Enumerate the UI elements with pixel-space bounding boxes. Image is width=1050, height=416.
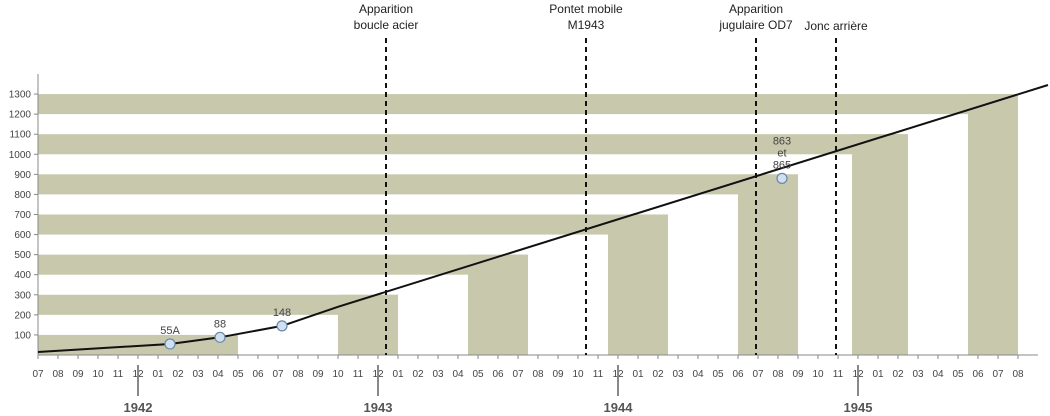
point-label: et [777, 147, 786, 159]
data-point [276, 320, 288, 332]
point-label: 865 [773, 159, 791, 171]
x-tick-label: 10 [92, 369, 104, 380]
x-tick-label: 06 [732, 369, 744, 380]
x-tick-label: 10 [572, 369, 584, 380]
x-tick-label: 06 [972, 369, 984, 380]
band-strip [38, 174, 798, 195]
y-tick-label: 1000 [9, 150, 32, 161]
y-tick-label: 800 [14, 190, 31, 201]
x-tick-label: 04 [692, 369, 704, 380]
band-strip [38, 134, 908, 155]
data-point [164, 338, 176, 350]
line-layer [37, 84, 1049, 353]
y-tick-label: 400 [14, 270, 31, 281]
band-block [338, 294, 398, 355]
x-tick-label: 04 [932, 369, 944, 380]
event-label: jugulaire OD7 [718, 18, 793, 32]
year-label: 1945 [844, 400, 873, 415]
x-tick-label: 09 [792, 369, 804, 380]
x-tick-label: 01 [632, 369, 644, 380]
y-tick-label: 700 [14, 210, 31, 221]
x-tick-label: 11 [113, 369, 124, 380]
y-tick-label: 1100 [9, 130, 31, 141]
x-tick-label: 01 [872, 369, 884, 380]
data-point [214, 331, 226, 343]
x-tick-label: 08 [52, 369, 64, 380]
year-label: 1942 [124, 400, 153, 415]
x-tick-label: 03 [912, 369, 924, 380]
event-label: boucle acier [354, 18, 419, 32]
band-block [468, 254, 528, 355]
x-tick-label: 07 [512, 369, 524, 380]
x-tick-label: 06 [252, 369, 264, 380]
x-tick-label: 02 [892, 369, 904, 380]
band-block [738, 174, 798, 355]
band-strip [38, 214, 668, 235]
x-tick-label: 07 [752, 369, 764, 380]
band-block [608, 214, 668, 355]
point-label: 148 [273, 307, 291, 319]
x-tick-label: 03 [192, 369, 204, 380]
x-tick-label: 08 [772, 369, 784, 380]
y-tick-label: 1200 [9, 110, 32, 121]
x-tick-label: 02 [172, 369, 184, 380]
x-tick-label: 01 [152, 369, 164, 380]
x-tick-label: 11 [833, 369, 844, 380]
x-tick-label: 10 [812, 369, 824, 380]
x-tick-label: 01 [392, 369, 404, 380]
event-label: Apparition [359, 2, 413, 16]
x-tick-label: 05 [232, 369, 244, 380]
x-tick-label: 08 [292, 369, 304, 380]
x-tick-label: 02 [652, 369, 664, 380]
y-tick-label: 200 [14, 310, 31, 321]
event-label: M1943 [568, 18, 605, 32]
x-tick-label: 07 [272, 369, 284, 380]
x-tick-label: 04 [452, 369, 464, 380]
x-tick-label: 07 [992, 369, 1004, 380]
y-tick-label: 900 [14, 170, 31, 181]
data-point [776, 172, 788, 184]
year-label: 1944 [604, 400, 634, 415]
events-layer: Apparition boucle acier Pontet mobile M1943… [354, 2, 868, 355]
band-strip [38, 254, 528, 275]
x-tick-label: 09 [312, 369, 324, 380]
x-tick-label: 02 [412, 369, 424, 380]
x-tick-label: 06 [492, 369, 504, 380]
x-tick-label: 07 [32, 369, 44, 380]
x-tick-label: 09 [72, 369, 84, 380]
bands-layer [38, 94, 1018, 355]
y-tick-label: 600 [14, 230, 31, 241]
x-tick-label: 11 [353, 369, 364, 380]
x-tick-label: 08 [1012, 369, 1024, 380]
x-tick-label: 05 [712, 369, 724, 380]
y-tick-label: 100 [14, 330, 31, 341]
band-strip [38, 294, 398, 315]
event-label: Pontet mobile [549, 2, 623, 16]
x-tick-label: 11 [593, 369, 604, 380]
band-block [968, 94, 1018, 355]
band-block [852, 134, 908, 355]
series-line [37, 84, 1049, 353]
year-label: 1943 [364, 400, 393, 415]
axes-layer: 100 200 300 400 500 600 700 800 900 1000 1100 1200 1… [9, 74, 1038, 415]
y-tick-label: 500 [14, 250, 31, 261]
x-tick-label: 08 [532, 369, 544, 380]
event-label: Jonc arrière [804, 19, 868, 33]
x-tick-label: 03 [672, 369, 684, 380]
x-tick-label: 03 [432, 369, 444, 380]
event-label: Apparition [729, 2, 783, 16]
point-label: 863 [773, 135, 791, 147]
x-tick-label: 05 [952, 369, 964, 380]
point-label: 55A [160, 325, 180, 337]
x-tick-label: 04 [212, 369, 224, 380]
x-tick-label: 09 [552, 369, 564, 380]
band-strip [38, 94, 1018, 115]
x-tick-label: 10 [332, 369, 344, 380]
x-tick-label: 05 [472, 369, 484, 380]
point-label: 88 [214, 318, 226, 330]
y-tick-label: 300 [14, 290, 31, 301]
y-tick-label: 1300 [9, 90, 32, 101]
